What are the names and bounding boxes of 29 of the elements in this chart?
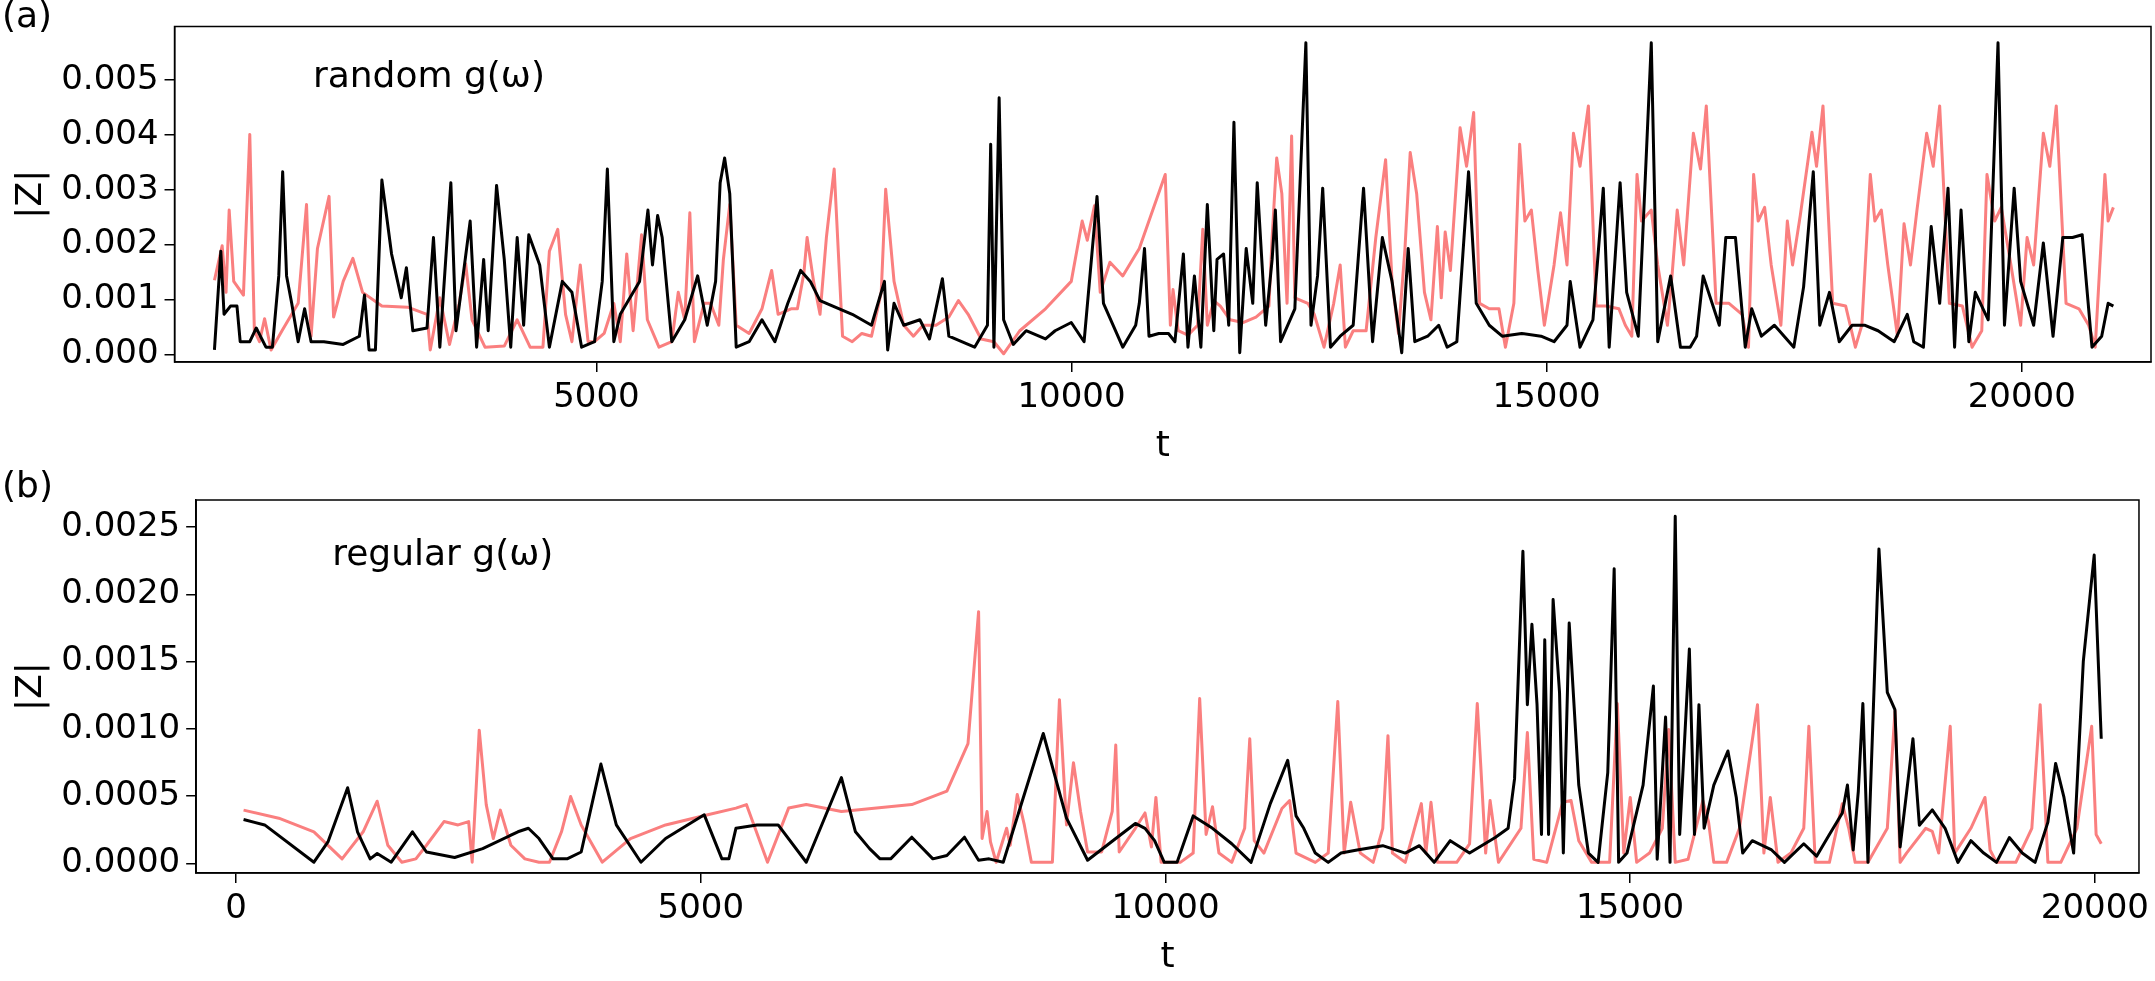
y-tick-label: 0.0000 [61, 840, 181, 881]
y-tick-label: 0.0005 [61, 773, 181, 814]
annotation: regular g(ω) [332, 531, 554, 573]
y-tick-label: 0.0015 [61, 638, 181, 679]
x-tick-label: 20000 [1967, 375, 2076, 416]
x-tick-label: 10000 [1017, 375, 1126, 416]
x-tick-label: 5000 [657, 886, 745, 927]
x-axis-title: t [1160, 933, 1175, 975]
y-tick-label: 0.001 [61, 276, 159, 317]
x-tick-label: 20000 [2040, 886, 2149, 927]
x-tick-label: 15000 [1576, 886, 1685, 927]
y-tick-label: 0.0010 [61, 705, 181, 746]
y-tick-label: 0.005 [61, 56, 159, 97]
text: (b) [2, 464, 53, 506]
text: (a) [2, 0, 53, 36]
y-tick-label: 0.003 [61, 166, 159, 207]
y-tick-label: 0.004 [61, 111, 159, 152]
x-tick-label: 5000 [553, 375, 640, 416]
x-tick-label: 0 [225, 886, 247, 927]
y-tick-label: 0.0020 [61, 571, 181, 612]
y-axis-title: |Z| [7, 662, 50, 711]
x-tick-label: 10000 [1111, 886, 1220, 927]
x-tick-label: 15000 [1492, 375, 1601, 416]
y-tick-label: 0.000 [61, 331, 159, 372]
y-tick-label: 0.002 [61, 221, 159, 262]
y-axis-title: |Z| [7, 169, 50, 219]
y-tick-label: 0.0025 [61, 503, 181, 544]
annotation: random g(ω) [312, 54, 546, 96]
x-axis-title: t [1155, 422, 1170, 464]
